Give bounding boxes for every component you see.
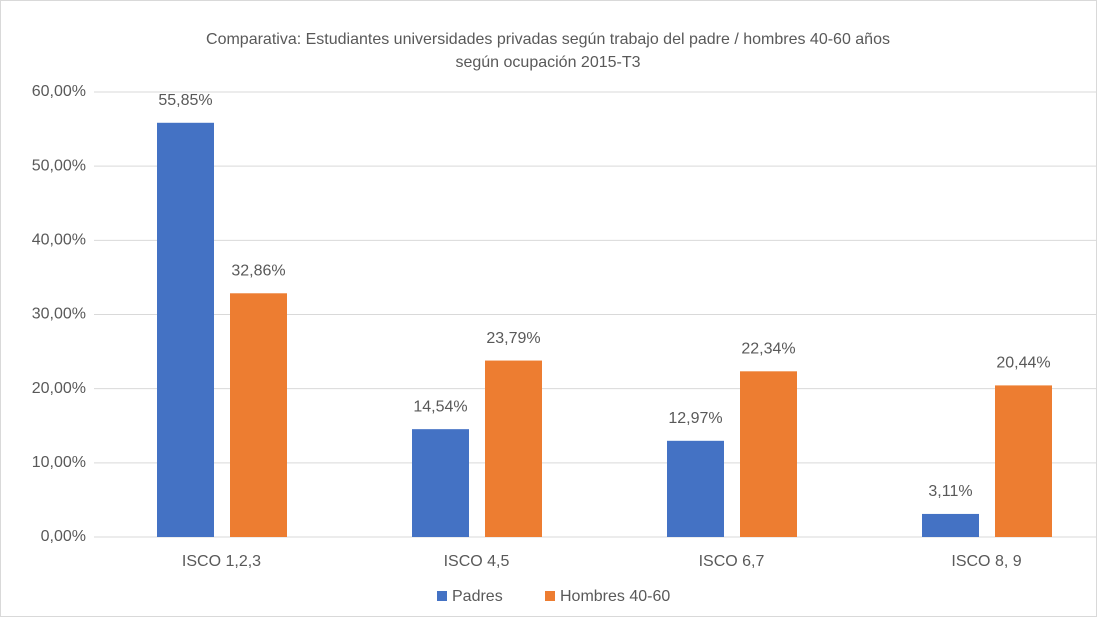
data-label: 3,11%	[928, 483, 972, 500]
bar	[412, 429, 469, 537]
chart-title: Comparativa: Estudiantes universidades p…	[206, 31, 890, 48]
y-tick-label: 0,00%	[41, 528, 86, 545]
y-tick-label: 40,00%	[32, 232, 86, 249]
data-label: 32,86%	[231, 263, 285, 280]
bar	[157, 122, 214, 537]
x-tick-label: ISCO 6,7	[699, 553, 765, 570]
bar	[995, 385, 1052, 537]
y-tick-label: 20,00%	[32, 380, 86, 397]
y-tick-label: 50,00%	[32, 157, 86, 174]
data-label: 22,34%	[741, 341, 795, 358]
bar	[740, 371, 797, 537]
data-label: 55,85%	[158, 92, 212, 109]
bar	[922, 513, 979, 537]
data-label: 23,79%	[486, 330, 540, 347]
legend-swatch	[545, 591, 555, 601]
x-tick-label: ISCO 4,5	[444, 553, 510, 570]
y-tick-label: 30,00%	[32, 306, 86, 323]
bar	[230, 293, 287, 537]
x-tick-label: ISCO 8, 9	[951, 553, 1021, 570]
y-tick-label: 10,00%	[32, 454, 86, 471]
y-tick-label: 60,00%	[32, 83, 86, 100]
chart-title: según ocupación 2015-T3	[455, 54, 640, 71]
data-label: 14,54%	[413, 398, 467, 415]
data-label: 20,44%	[996, 355, 1050, 372]
legend-swatch	[437, 591, 447, 601]
bar	[667, 440, 724, 537]
data-label: 12,97%	[668, 410, 722, 427]
x-tick-label: ISCO 1,2,3	[182, 553, 261, 570]
legend-label: Hombres 40-60	[560, 588, 670, 605]
legend-label: Padres	[452, 588, 503, 605]
bar	[485, 360, 542, 537]
